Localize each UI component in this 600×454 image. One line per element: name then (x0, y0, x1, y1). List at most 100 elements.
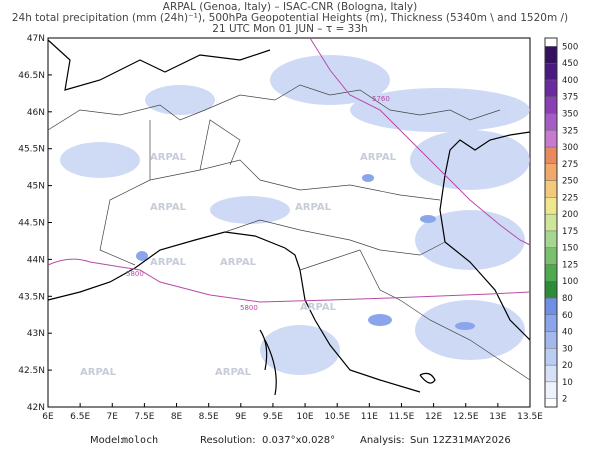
colorbar-segment (544, 314, 558, 332)
watermark: ARPAL (300, 302, 337, 313)
watermark: ARPAL (80, 367, 117, 378)
lon-label: 7.5E (134, 412, 154, 422)
lon-label: 12E (425, 412, 442, 422)
lat-label: 42.5N (18, 366, 45, 376)
colorbar-segment (544, 79, 558, 97)
colorbar-label: 125 (562, 260, 578, 270)
watermark: ARPAL (150, 202, 187, 213)
lat-label: 46N (27, 108, 45, 118)
colorbar-segment (544, 364, 558, 383)
footer-label: Model: (90, 435, 123, 446)
colorbar-segment (544, 146, 558, 164)
colorbar-segment (544, 281, 558, 299)
colorbar-segment (544, 113, 558, 131)
precip (60, 55, 530, 375)
colorbar-segment (544, 230, 558, 248)
colorbar-segment (544, 331, 558, 349)
lon-label: 11E (361, 412, 378, 422)
footer-value: 0.037°x0.028° (262, 435, 335, 446)
colorbar-label: 225 (562, 193, 578, 203)
watermark: ARPAL (295, 202, 332, 213)
colorbar-label: 450 (562, 59, 578, 69)
colorbar-label: 10 (562, 378, 573, 388)
colorbar-label: 400 (562, 76, 578, 86)
colorbar-label: 60 (562, 311, 573, 321)
colorbar: 2 10 20 30 40 60 80 100 125 150 175 200 225 250 275 300… (544, 37, 578, 408)
contour-label: 5760 (372, 95, 390, 103)
colorbar-label: 300 (562, 143, 578, 153)
lon-label: 9E (235, 412, 247, 422)
footer-label: Resolution: (200, 435, 256, 446)
colorbar-label: 350 (562, 109, 578, 119)
borders (47, 84, 531, 381)
lat-label: 42N (27, 403, 45, 413)
lat-label: 43N (27, 329, 45, 339)
height-contour (47, 37, 531, 303)
lat-label: 43.5N (18, 292, 45, 302)
watermark: ARPAL (150, 152, 187, 163)
colorbar-segment (544, 62, 558, 81)
colorbar-label: 80 (562, 294, 573, 304)
header: ARPAL (Genoa, Italy) – ISAC-CNR (Bologna… (163, 1, 417, 13)
colorbar-segment (544, 130, 558, 148)
watermark: ARPAL (220, 257, 257, 268)
colorbar-frame (544, 37, 558, 408)
colorbar-label: 275 (562, 160, 578, 170)
colorbar-label: 200 (562, 210, 578, 220)
header: 24h total precipitation (mm (24h)⁻¹), 50… (12, 12, 568, 24)
colorbar-label: 175 (562, 227, 578, 237)
colorbar-label: 40 (562, 328, 573, 338)
lon-label: 13.5E (517, 412, 543, 422)
precip-core (136, 174, 475, 330)
map (47, 37, 531, 408)
colorbar-segment (544, 264, 558, 282)
colorbar-segment (544, 46, 558, 64)
watermark: ARPAL (215, 367, 252, 378)
lat-label: 44N (27, 255, 45, 265)
colorbar-label: 375 (562, 93, 578, 103)
colorbar-label: 100 (562, 277, 578, 287)
colorbar-segment (544, 247, 558, 265)
lon-label: 6.5E (70, 412, 90, 422)
lat-label: 46.5N (18, 71, 45, 81)
lon-label: 8.5E (199, 412, 219, 422)
colorbar-segment (544, 213, 558, 232)
lon-label: 11.5E (389, 412, 415, 422)
lon-label: 10E (296, 412, 313, 422)
lon-label: 13E (489, 412, 506, 422)
footer: Model: moloch Resolution: 0.037°x0.028° … (90, 435, 511, 446)
colorbar-segment (544, 197, 558, 215)
watermark: ARPAL (360, 152, 397, 163)
colorbar-label: 325 (562, 126, 578, 136)
lat-label: 47N (27, 34, 45, 44)
colorbar-segment (544, 180, 558, 198)
footer-value: Sun 12Z31MAY2026 (410, 435, 511, 446)
colorbar-segment (544, 163, 558, 181)
colorbar-segment (544, 348, 558, 366)
lat-label: 45N (27, 182, 45, 192)
lat-label: 45.5N (18, 145, 45, 155)
lon-label: 6E (42, 412, 54, 422)
lat-label: 44.5N (18, 219, 45, 229)
colorbar-label: 30 (562, 344, 573, 354)
colorbar-segment (544, 96, 558, 114)
colorbar-label: 2 (562, 395, 567, 405)
lon-label: 8E (171, 412, 183, 422)
lon-label: 9.5E (263, 412, 283, 422)
lon-label: 12.5E (453, 412, 479, 422)
footer-value: moloch (122, 435, 158, 446)
colorbar-label: 250 (562, 177, 578, 187)
lon-label: 10.5E (324, 412, 350, 422)
contour-label: 5800 (126, 270, 144, 278)
colorbar-segment (544, 297, 558, 315)
colorbar-label: 20 (562, 361, 573, 371)
footer-label: Analysis: (360, 435, 405, 446)
colorbar-segment (544, 381, 558, 399)
contour-label: 5800 (240, 304, 258, 312)
header: 21 UTC Mon 01 JUN – τ = 33h (212, 23, 367, 35)
lon-label: 7E (107, 412, 119, 422)
watermark: ARPAL (150, 257, 187, 268)
colorbar-label: 500 (562, 42, 578, 52)
colorbar-label: 150 (562, 244, 578, 254)
